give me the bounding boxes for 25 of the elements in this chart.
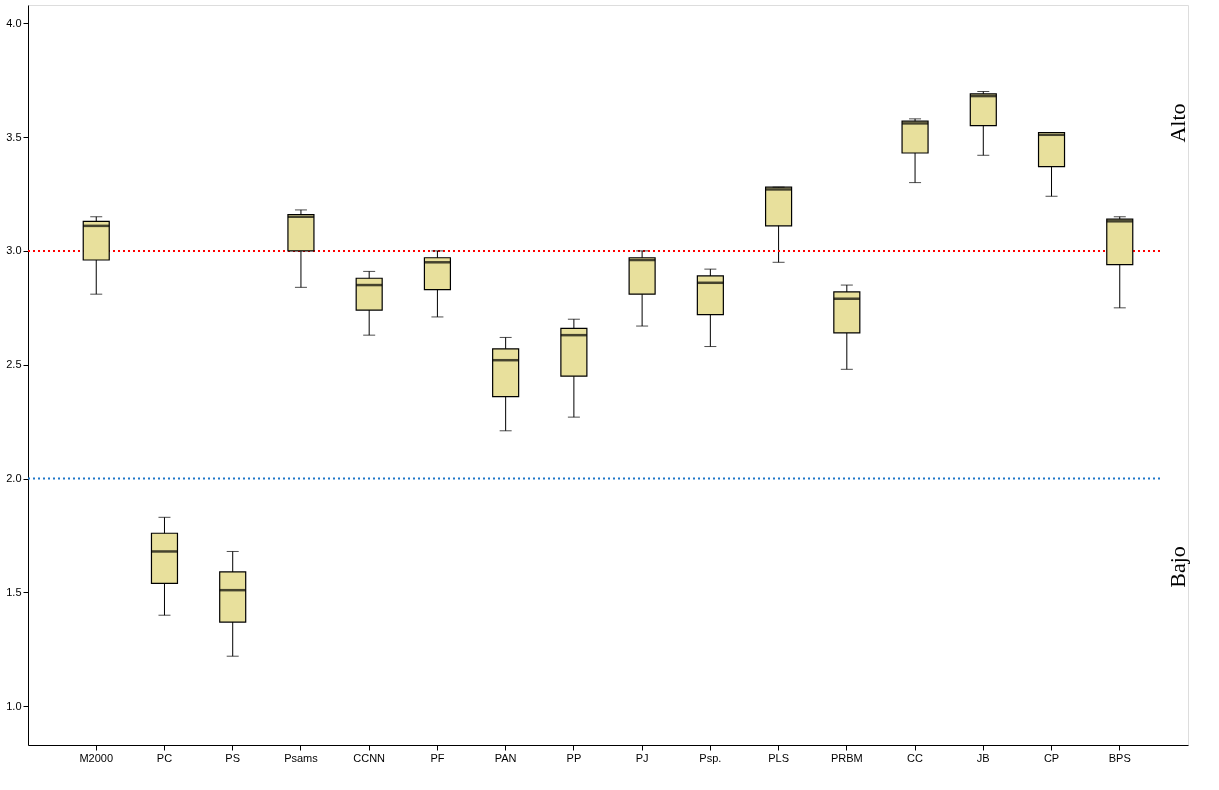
y-tick-label: 1.5 — [6, 585, 22, 598]
x-tick-label: PF — [430, 751, 445, 764]
x-tick-label: CP — [1043, 751, 1060, 764]
x-tick-label: PP — [566, 751, 582, 764]
y-tick-label: 2.5 — [6, 358, 22, 371]
y-tick-label: 2.0 — [6, 472, 22, 485]
x-tick-label: PAN — [494, 751, 517, 764]
x-tick-label: BPS — [1108, 751, 1131, 764]
x-tick-label: PJ — [635, 751, 649, 764]
x-tick-label: Psp. — [699, 751, 722, 764]
x-tick-label: PS — [225, 751, 241, 764]
y-tick-label: 3.0 — [6, 244, 22, 257]
x-tick-label: CCNN — [353, 751, 386, 764]
y-tick-label: 1.0 — [6, 699, 22, 712]
annotation: Bajo — [1165, 546, 1190, 588]
x-tick-label: M2000 — [79, 751, 114, 764]
x-tick-label: PC — [156, 751, 173, 764]
annotation: Alto — [1165, 103, 1190, 143]
y-tick-label: 4.0 — [6, 16, 22, 29]
x-tick-label: CC — [907, 751, 924, 764]
x-tick-label: JB — [976, 751, 990, 764]
y-tick-label: 3.5 — [6, 130, 22, 143]
x-tick-label: PRBM — [830, 751, 863, 764]
x-tick-label: Psams — [284, 751, 319, 764]
x-tick-label: PLS — [768, 751, 789, 764]
